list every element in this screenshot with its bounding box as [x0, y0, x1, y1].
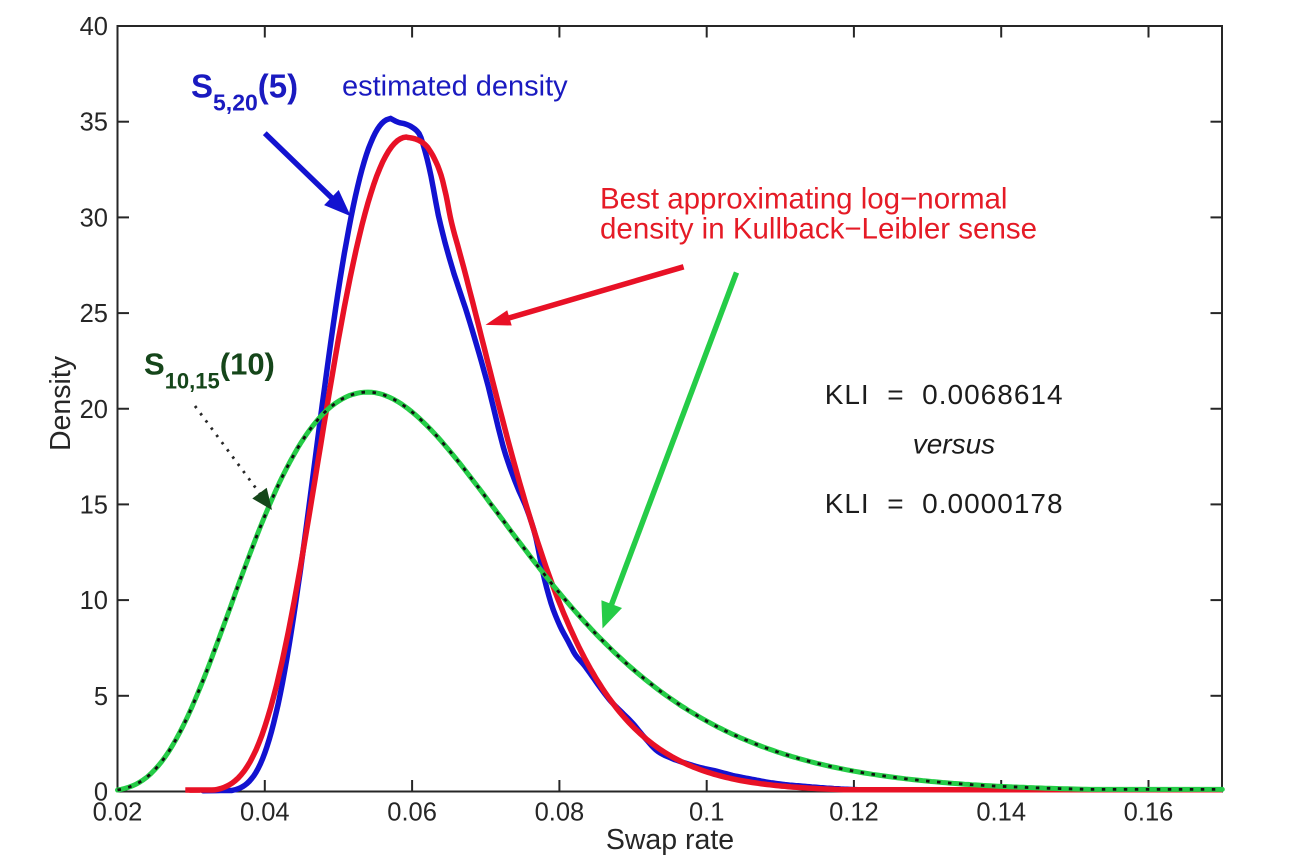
svg-text:30: 30: [80, 204, 108, 232]
svg-text:25: 25: [80, 300, 108, 328]
svg-text:0.02: 0.02: [93, 799, 143, 827]
svg-text:KLI = 0.0068614: KLI = 0.0068614: [825, 379, 1064, 410]
svg-text:estimated density: estimated density: [342, 71, 568, 103]
svg-text:40: 40: [80, 13, 108, 41]
svg-text:5: 5: [94, 683, 108, 711]
svg-text:0.08: 0.08: [535, 799, 585, 827]
svg-text:0.1: 0.1: [689, 799, 724, 827]
svg-text:0: 0: [94, 779, 108, 807]
svg-text:20: 20: [80, 396, 108, 424]
svg-text:KLI = 0.0000178: KLI = 0.0000178: [825, 488, 1064, 519]
svg-text:0.04: 0.04: [240, 799, 290, 827]
svg-text:Best approximating log−normal: Best approximating log−normal: [600, 183, 1007, 216]
svg-text:density in Kullback−Leibler se: density in Kullback−Leibler sense: [600, 213, 1037, 246]
svg-text:0.06: 0.06: [387, 799, 437, 827]
svg-text:0.12: 0.12: [829, 799, 879, 827]
svg-text:Swap rate: Swap rate: [606, 824, 734, 856]
svg-text:35: 35: [80, 109, 108, 137]
svg-text:Density: Density: [45, 355, 77, 451]
svg-text:10: 10: [80, 587, 108, 615]
svg-text:0.16: 0.16: [1124, 799, 1174, 827]
svg-text:15: 15: [80, 491, 108, 519]
svg-text:versus: versus: [913, 429, 995, 460]
svg-text:0.14: 0.14: [976, 799, 1026, 827]
